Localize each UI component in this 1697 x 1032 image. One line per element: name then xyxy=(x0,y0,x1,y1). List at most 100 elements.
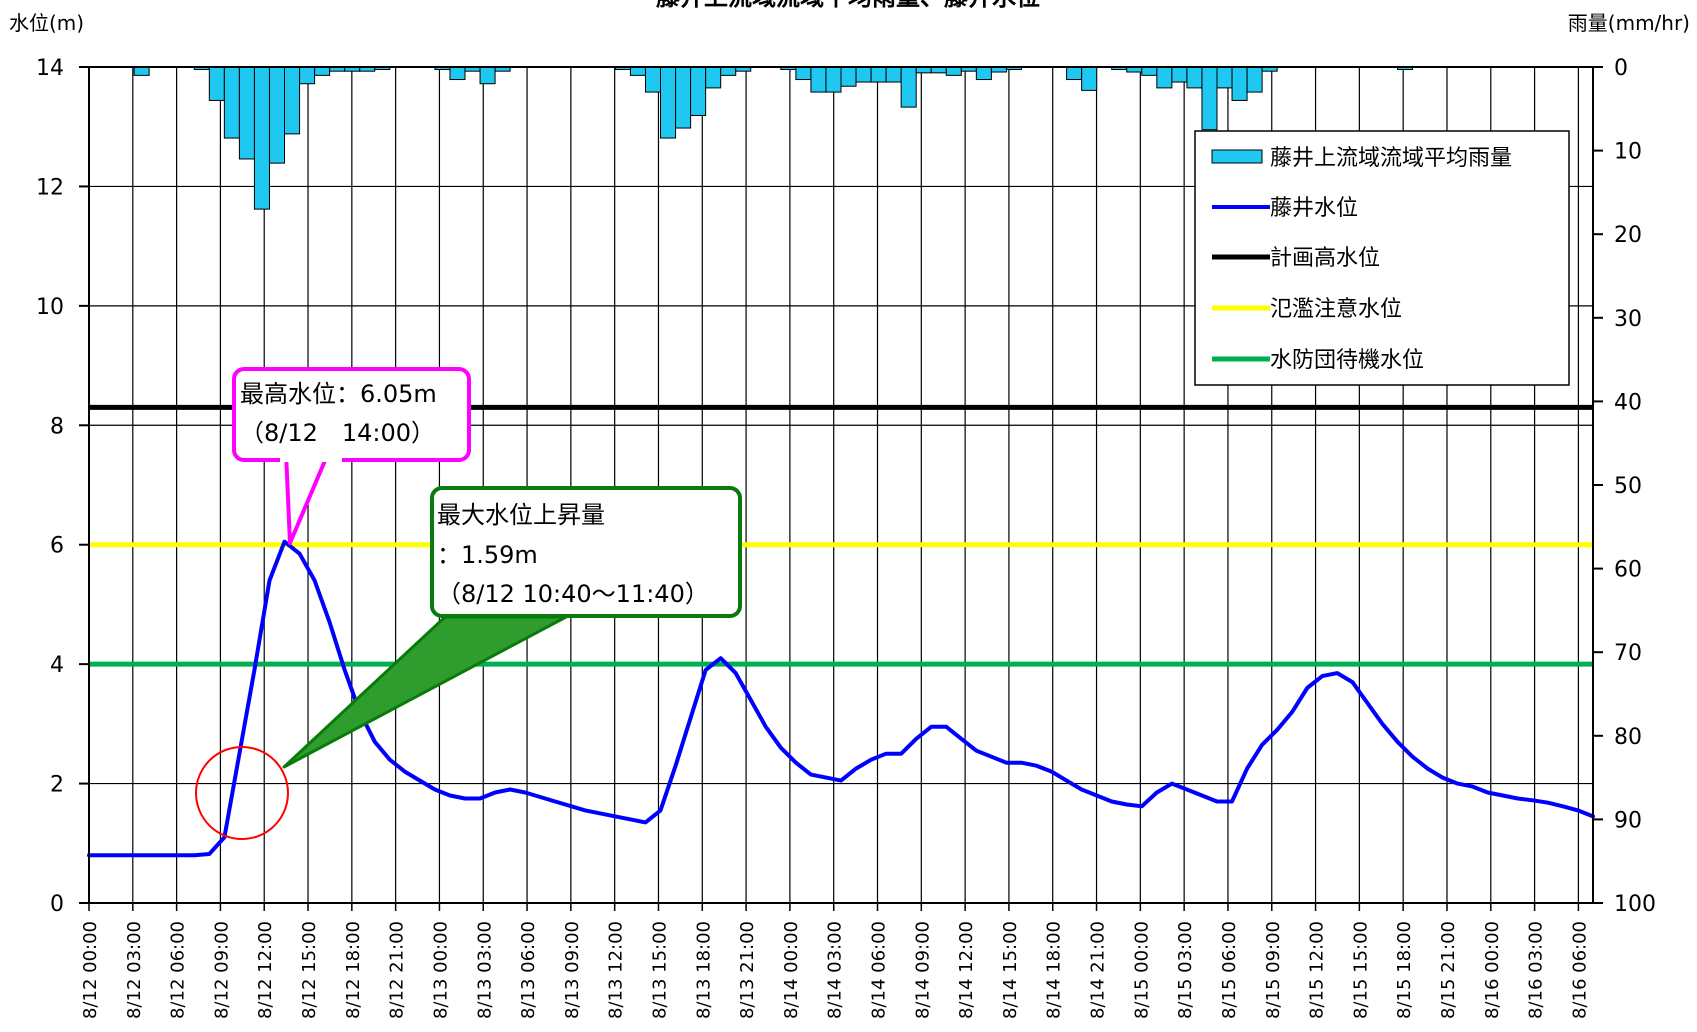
x-tick-label: 8/13 00:00 xyxy=(430,921,451,1019)
left-tick-label: 4 xyxy=(50,653,64,678)
x-tick-label: 8/14 12:00 xyxy=(956,921,977,1019)
rainfall-bar xyxy=(1066,66,1083,81)
right-tick-label: 70 xyxy=(1614,641,1642,666)
x-tick-label: 8/14 18:00 xyxy=(1044,921,1065,1019)
x-tick-label: 8/13 12:00 xyxy=(606,921,627,1019)
water-level-line xyxy=(87,539,1595,858)
max-rise-callout-line3: （8/12 10:40～11:40） xyxy=(437,580,709,608)
x-tick-label: 8/12 00:00 xyxy=(80,921,101,1019)
rainfall-bar xyxy=(1141,66,1158,76)
legend-item-rainfall: 藤井上流域流域平均雨量 xyxy=(1211,146,1512,171)
rainfall-bar xyxy=(840,66,857,87)
rainfall-bar xyxy=(268,66,286,164)
chart-title: 藤井上流域流域平均雨量、藤井水位 xyxy=(656,0,1040,11)
x-tick-label: 8/13 09:00 xyxy=(562,921,583,1019)
x-tick-label: 8/16 03:00 xyxy=(1526,921,1547,1019)
rainfall-bar xyxy=(133,66,150,76)
legend-item-flood-caution: 氾濫注意水位 xyxy=(1212,297,1402,322)
rainfall-bar xyxy=(314,66,331,76)
rainfall-bar xyxy=(629,66,646,76)
right-axis-label: 雨量(mm/hr) xyxy=(1568,11,1690,35)
rainfall-bar xyxy=(660,66,677,139)
x-tick-label: 8/16 06:00 xyxy=(1569,921,1590,1019)
left-axis-ticks: 0 2 4 6 8 10 12 14 xyxy=(36,56,89,917)
x-tick-label: 8/15 00:00 xyxy=(1131,921,1152,1019)
x-axis-ticks: 8/12 00:00 8/12 03:00 8/12 06:00 8/12 09:00… xyxy=(80,903,1590,1019)
rainfall-bar xyxy=(253,66,270,210)
left-tick-label: 10 xyxy=(36,295,64,320)
x-tick-label: 8/12 18:00 xyxy=(343,921,364,1019)
x-tick-label: 8/14 00:00 xyxy=(781,921,802,1019)
right-tick-label: 40 xyxy=(1614,390,1642,415)
rainfall-bar xyxy=(975,66,992,81)
x-tick-label: 8/12 06:00 xyxy=(168,921,189,1019)
rainfall-bar xyxy=(1201,66,1218,131)
left-tick-label: 14 xyxy=(36,56,64,81)
x-tick-label: 8/13 15:00 xyxy=(649,921,670,1019)
left-tick-label: 12 xyxy=(36,175,64,200)
right-axis-ticks: 0 10 20 30 40 50 60 70 80 90 100 xyxy=(1593,56,1656,917)
rise-start-highlight-circle xyxy=(195,746,289,840)
rainfall-bar xyxy=(825,66,842,93)
rainfall-bar xyxy=(1171,66,1188,83)
legend-label-flood-caution: 氾濫注意水位 xyxy=(1270,297,1402,322)
x-tick-label: 8/15 12:00 xyxy=(1307,921,1328,1019)
max-rise-callout: 最大水位上昇量 ：1.59m （8/12 10:40～11:40） xyxy=(282,486,742,769)
right-tick-label: 60 xyxy=(1614,558,1642,583)
rainfall-bar xyxy=(795,66,812,81)
max-level-callout-line1: 最高水位：6.05m xyxy=(240,380,437,408)
rainfall-bar xyxy=(1216,66,1233,89)
left-axis-label: 水位(m) xyxy=(9,11,84,35)
x-tick-label: 8/15 15:00 xyxy=(1350,921,1371,1019)
legend-label-water-level: 藤井水位 xyxy=(1270,196,1358,221)
x-tick-label: 8/15 03:00 xyxy=(1175,921,1196,1019)
x-tick-label: 8/13 06:00 xyxy=(518,921,539,1019)
rainfall-bar xyxy=(644,66,662,93)
legend-label-rainfall: 藤井上流域流域平均雨量 xyxy=(1270,146,1512,171)
x-tick-label: 8/12 12:00 xyxy=(255,921,276,1019)
rainfall-bar xyxy=(299,66,316,85)
rainfall-bar xyxy=(810,66,827,93)
rainfall-bar xyxy=(870,66,887,83)
rainfall-bar xyxy=(1186,66,1203,89)
x-tick-label: 8/13 03:00 xyxy=(474,921,495,1019)
right-tick-label: 50 xyxy=(1614,474,1642,499)
right-tick-label: 20 xyxy=(1614,223,1642,248)
x-tick-label: 8/12 09:00 xyxy=(211,921,232,1019)
legend-label-planned-high-water: 計画高水位 xyxy=(1270,246,1380,271)
left-tick-label: 8 xyxy=(50,414,64,439)
water-level-series xyxy=(87,539,1595,858)
rainfall-bars xyxy=(133,66,1414,210)
left-tick-label: 2 xyxy=(50,773,64,798)
x-tick-label: 8/12 03:00 xyxy=(124,921,145,1019)
x-tick-label: 8/14 09:00 xyxy=(912,921,933,1019)
x-tick-label: 8/15 06:00 xyxy=(1219,921,1240,1019)
x-tick-label: 8/12 21:00 xyxy=(387,921,408,1019)
rainfall-bar xyxy=(675,66,692,129)
right-tick-label: 0 xyxy=(1614,56,1628,81)
rainfall-bar xyxy=(1156,66,1173,89)
x-tick-label: 8/14 21:00 xyxy=(1088,921,1109,1019)
rainfall-bar xyxy=(855,66,872,83)
legend: 藤井上流域流域平均雨量 藤井水位 計画高水位 氾濫注意水位 水防団待機水位 xyxy=(1194,130,1570,386)
rainfall-bar xyxy=(900,66,917,108)
rainfall-bar xyxy=(208,66,225,101)
max-level-callout: 最高水位：6.05m （8/12 14:00） xyxy=(232,367,471,545)
right-tick-label: 30 xyxy=(1614,307,1642,332)
rainfall-bar xyxy=(284,66,301,135)
max-rise-callout-line1: 最大水位上昇量 xyxy=(437,501,605,529)
rainfall-bar xyxy=(479,66,496,85)
rainfall-bar xyxy=(1081,66,1098,91)
rainfall-bar xyxy=(238,66,255,160)
right-tick-label: 80 xyxy=(1614,725,1642,750)
right-tick-label: 10 xyxy=(1614,140,1642,165)
rainfall-bar xyxy=(720,66,737,76)
x-tick-label: 8/15 21:00 xyxy=(1438,921,1459,1019)
x-tick-label: 8/16 00:00 xyxy=(1482,921,1503,1019)
rainfall-bar xyxy=(1231,66,1248,101)
x-tick-label: 8/14 03:00 xyxy=(825,921,846,1019)
x-tick-label: 8/14 06:00 xyxy=(869,921,890,1019)
rainfall-bar xyxy=(449,66,466,81)
rainfall-bar xyxy=(945,66,962,76)
